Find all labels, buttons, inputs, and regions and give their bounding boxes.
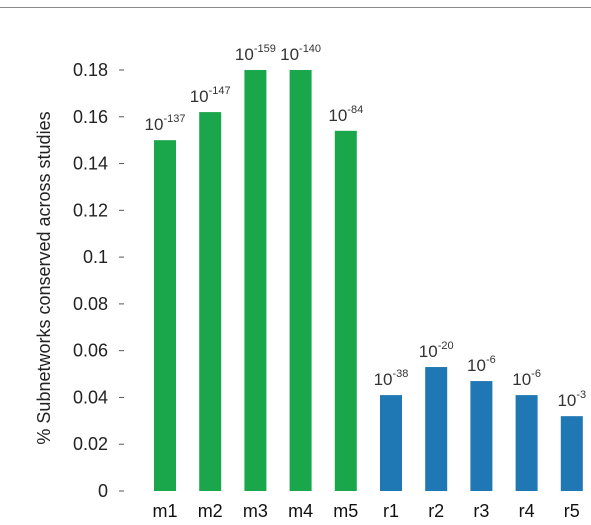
x-tick-label: m3 [243, 501, 268, 521]
y-tick-label: 0.02 [73, 434, 108, 454]
top-border-line [0, 7, 591, 8]
x-tick-label: r3 [473, 501, 489, 521]
bar-r1 [380, 395, 402, 491]
bar-r2 [425, 367, 448, 491]
x-tick-label: r1 [383, 501, 399, 521]
bars [154, 70, 583, 492]
bar-r5 [560, 416, 583, 491]
y-tick-label: 0.14 [73, 154, 108, 174]
bar-m4 [289, 70, 312, 491]
y-axis-ticks: 0 0.02 0.04 0.06 0.08 0.1 0.12 0.14 0.16 0.18 [73, 60, 124, 501]
bar-r3 [470, 381, 493, 491]
bar-annotation: 10-20 [419, 340, 454, 361]
x-axis-labels: m1 m2 m3 m4 m5 r1 r2 r3 r4 r5 [152, 501, 579, 521]
bar-m2 [199, 112, 222, 491]
x-tick-label: m1 [152, 501, 177, 521]
bar-annotation: 10-137 [145, 113, 186, 134]
x-tick-label: m4 [288, 501, 313, 521]
bar-m5 [334, 130, 357, 492]
y-tick-label: 0.1 [83, 247, 108, 267]
x-tick-label: m2 [198, 501, 223, 521]
bar-r4 [515, 395, 538, 491]
y-tick-label: 0 [98, 481, 108, 501]
bar-annotation: 10-140 [280, 43, 321, 64]
bar-annotation: 10-6 [467, 354, 496, 375]
bar-annotation: 10-3 [557, 389, 586, 410]
y-tick-label: 0.04 [73, 387, 108, 407]
bar-annotation: 10-38 [374, 368, 409, 389]
bar-annotation: 10-147 [190, 85, 231, 106]
bar-m3 [244, 70, 267, 491]
y-tick-label: 0.06 [73, 341, 108, 361]
bar-m1 [154, 140, 176, 491]
y-tick-label: 0.16 [73, 107, 108, 127]
x-tick-label: r4 [519, 501, 535, 521]
x-tick-label: r2 [428, 501, 444, 521]
x-tick-label: r5 [564, 501, 580, 521]
y-tick-label: 0.12 [73, 200, 108, 220]
y-tick-label: 0.18 [73, 60, 108, 80]
y-axis-label: % Subnetworks conserved across studies [34, 111, 54, 444]
bar-annotation: 10-84 [328, 104, 363, 125]
bar-annotation: 10-6 [512, 368, 541, 389]
x-tick-label: m5 [333, 501, 358, 521]
bar-annotation: 10-159 [235, 43, 276, 64]
y-tick-label: 0.08 [73, 294, 108, 314]
